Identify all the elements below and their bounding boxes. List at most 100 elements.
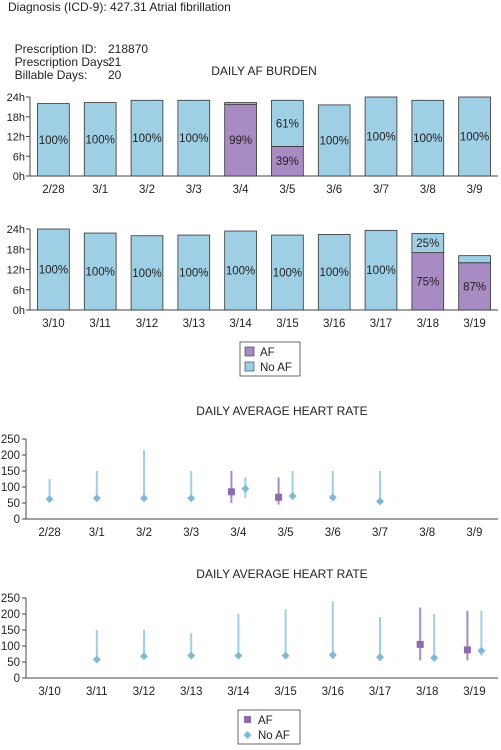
x-tick-label: 3/11 [89,318,111,330]
bar-no-af [411,232,445,254]
y-tick-label: 100 [1,482,20,494]
y-tick-label: 6h [13,151,25,163]
y-tick-label: 100 [1,641,20,653]
y-tick-label: 0 [14,673,20,685]
y-tick-label: 250 [1,434,20,446]
x-tick-label: 3/19 [463,686,485,698]
y-tick-label: 24h [7,92,25,104]
prescription-id-label: Prescription ID: [14,42,97,56]
bar-no-af [317,233,351,311]
bar-no-af [224,230,257,311]
hr-avg-marker-no-af [140,494,148,503]
bar-data-label: 100% [132,268,161,280]
y-tick-label: 18h [7,112,25,124]
x-tick-label: 2/28 [42,184,64,196]
bar-data-label: 100% [226,266,255,278]
x-tick-label: 3/9 [467,184,483,196]
hr-avg-marker-no-af [430,653,439,662]
bar-data-label: 100% [366,132,395,144]
bar-data-label: 100% [85,267,114,279]
x-tick-label: 3/10 [38,686,60,698]
y-tick-label: 6h [13,285,25,297]
hr-avg-marker-af [227,488,235,496]
x-tick-label: 3/5 [279,184,295,196]
hr-avg-marker-no-af [140,652,148,661]
x-tick-label: 3/2 [136,527,152,539]
x-tick-label: 3/13 [183,318,205,330]
hr-avg-marker-no-af [281,651,290,660]
billable-days-label: Billable Days: [14,68,88,82]
bar-no-af [130,235,164,311]
y-tick-label: 0h [13,171,25,183]
x-tick-label: 3/7 [373,184,389,196]
bar-data-label: 25% [416,238,439,250]
y-tick-label: 200 [1,609,20,621]
bar-data-label: 100% [460,132,489,144]
bar-no-af [411,99,445,177]
bar-data-label: 100% [132,133,161,145]
prescription-days-value: 21 [108,55,122,69]
x-tick-label: 3/1 [92,184,108,196]
hr-avg-marker-no-af [328,650,337,659]
x-tick-label: 3/6 [325,527,341,539]
hr-avg-marker-no-af [376,497,384,506]
bar-no-af [458,96,491,177]
legend-swatch-af [244,346,255,357]
hr-avg-marker-af [416,640,424,648]
hr-avg-marker-no-af [376,653,384,662]
af-burden-chart-2: 0h 6h 12h 18h 24h 3/10 3/11 3/12 3/13 3/14 3/15 3/1… [7,224,498,377]
hr-avg-marker-no-af [328,493,337,502]
y-tick-label: 50 [7,498,20,510]
x-tick-label: 3/12 [133,686,155,698]
x-tick-label: 3/14 [227,686,250,698]
x-tick-label: 3/19 [463,318,485,330]
legend-box [237,709,301,745]
bar-no-af [177,234,211,311]
y-tick-label: 0h [13,305,25,317]
legend-label-af: AF [258,715,273,727]
bar-data-label: 100% [179,133,208,145]
bar-no-af [130,99,164,177]
bar-af [271,145,304,177]
bar-data-label: 100% [179,268,208,280]
bar-no-af [271,234,304,311]
bar-data-label: 99% [229,135,252,147]
hr-avg-marker-no-af [187,494,196,503]
bar-data-label: 100% [273,268,302,280]
x-tick-label: 3/3 [186,184,202,196]
legend-label-no-af: No AF [260,362,292,374]
chart-title: DAILY AF BURDEN [211,64,317,78]
x-tick-label: 3/15 [274,686,296,698]
bar-no-af [37,103,70,177]
x-tick-label: 3/17 [370,318,392,330]
bar-data-label: 100% [366,265,395,277]
y-tick-label: 12h [7,265,25,277]
x-tick-label: 3/12 [136,318,158,330]
hr-avg-marker-no-af [187,651,196,660]
bar-af [411,252,445,311]
bar-no-af [271,99,304,147]
prescription-days-row: Prescription Days: 21 [8,41,122,69]
prescription-days-label: Prescription Days: [14,55,113,69]
heart-rate-chart-1: DAILY AVERAGE HEART RATE 0 50 100 150 200 250 2… [1,404,498,539]
x-tick-label: 3/1 [89,527,105,539]
chart-title: DAILY AVERAGE HEART RATE [196,404,367,418]
y-tick-label: 150 [1,466,20,478]
bar-data-label: 75% [416,276,439,288]
billable-days-value: 20 [108,68,122,82]
hr-avg-marker-no-af [288,491,297,500]
y-tick-label: 18h [7,244,25,256]
hr-avg-marker-no-af [92,494,101,503]
bar-af [224,103,257,177]
y-tick-label: 0 [14,514,20,526]
x-tick-label: 3/2 [139,184,155,196]
legend-label-af: AF [260,347,275,359]
y-tick-label: 24h [7,224,25,236]
bar-data-label: 100% [39,265,68,277]
x-tick-label: 2/28 [38,527,60,539]
y-tick-label: 50 [7,657,20,669]
bar-data-label: 100% [319,267,348,279]
hr-avg-marker-no-af [92,655,101,664]
bar-no-af [83,232,117,311]
bar-no-af [37,228,70,311]
